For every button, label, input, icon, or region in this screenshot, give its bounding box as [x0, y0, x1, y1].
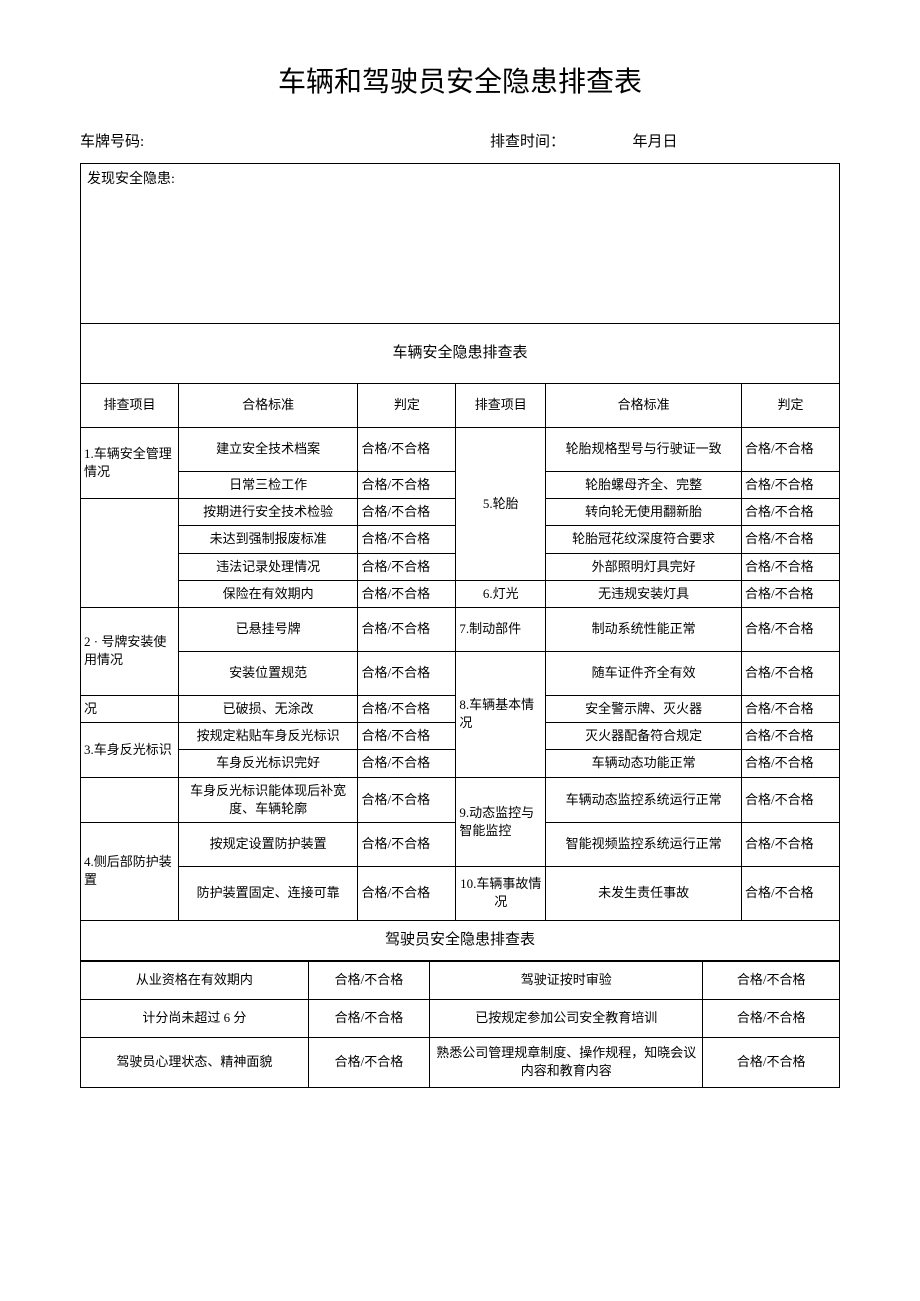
verdict-cell: 合格/不合格 [308, 1037, 429, 1087]
plate-label: 车牌号码: [80, 130, 430, 151]
verdict-cell: 合格/不合格 [358, 695, 456, 722]
inspection-time: 排查时间： 年月日 [430, 130, 840, 151]
verdict-cell: 合格/不合格 [742, 866, 840, 920]
standard-cell: 防护装置固定、连接可靠 [178, 866, 358, 920]
vehicle-section-header: 车辆安全隐患排查表 [81, 324, 840, 384]
verdict-cell: 合格/不合格 [358, 866, 456, 920]
verdict-cell: 合格/不合格 [742, 651, 840, 695]
verdict-cell: 合格/不合格 [742, 750, 840, 777]
driver-item: 计分尚未超过 6 分 [81, 999, 309, 1037]
verdict-cell: 合格/不合格 [742, 428, 840, 472]
verdict-cell: 合格/不合格 [308, 961, 429, 999]
page-title: 车辆和驾驶员安全隐患排查表 [80, 60, 840, 100]
standard-cell: 安全警示牌、灭火器 [546, 695, 742, 722]
verdict-cell: 合格/不合格 [358, 472, 456, 499]
verdict-cell: 合格/不合格 [358, 651, 456, 695]
verdict-cell: 合格/不合格 [358, 822, 456, 866]
main-table: 发现安全隐患: 车辆安全隐患排查表 排查项目 合格标准 判定 排查项目 合格标准… [80, 163, 840, 961]
verdict-cell: 合格/不合格 [742, 607, 840, 651]
standard-cell: 转向轮无使用翻新胎 [546, 499, 742, 526]
standard-cell: 智能视频监控系统运行正常 [546, 822, 742, 866]
col-header-item: 排查项目 [81, 384, 179, 428]
verdict-cell: 合格/不合格 [742, 695, 840, 722]
item-10-label: 10.车辆事故情况 [456, 866, 546, 920]
verdict-cell: 合格/不合格 [358, 580, 456, 607]
standard-cell: 建立安全技术档案 [178, 428, 358, 472]
verdict-cell: 合格/不合格 [703, 999, 840, 1037]
table-header-row: 排查项目 合格标准 判定 排查项目 合格标准 判定 [81, 384, 840, 428]
verdict-cell: 合格/不合格 [358, 428, 456, 472]
driver-item: 驾驶员心理状态、精神面貌 [81, 1037, 309, 1087]
item-6-label: 6.灯光 [456, 580, 546, 607]
standard-cell: 按规定粘贴车身反光标识 [178, 723, 358, 750]
verdict-cell: 合格/不合格 [742, 499, 840, 526]
standard-cell: 安装位置规范 [178, 651, 358, 695]
item-2-cont: 况 [81, 695, 179, 722]
standard-cell: 日常三检工作 [178, 472, 358, 499]
verdict-cell: 合格/不合格 [742, 472, 840, 499]
item-8-label: 8.车辆基本情况 [456, 651, 546, 777]
driver-table: 从业资格在有效期内 合格/不合格 驾驶证按时审验 合格/不合格 计分尚未超过 6… [80, 961, 840, 1088]
driver-section-header: 驾驶员安全隐患排查表 [81, 920, 840, 960]
standard-cell: 未发生责任事故 [546, 866, 742, 920]
standard-cell: 轮胎螺母齐全、完整 [546, 472, 742, 499]
verdict-cell: 合格/不合格 [358, 723, 456, 750]
verdict-cell: 合格/不合格 [358, 553, 456, 580]
standard-cell: 车辆动态功能正常 [546, 750, 742, 777]
driver-item: 已按规定参加公司安全教育培训 [430, 999, 703, 1037]
col-header-standard: 合格标准 [178, 384, 358, 428]
verdict-cell: 合格/不合格 [358, 777, 456, 822]
verdict-cell: 合格/不合格 [742, 723, 840, 750]
time-label: 排查时间： [490, 134, 565, 150]
verdict-cell: 合格/不合格 [358, 526, 456, 553]
standard-cell: 轮胎规格型号与行驶证一致 [546, 428, 742, 472]
standard-cell: 违法记录处理情况 [178, 553, 358, 580]
col-header-verdict: 判定 [358, 384, 456, 428]
standard-cell: 按期进行安全技术检验 [178, 499, 358, 526]
standard-cell: 车辆动态监控系统运行正常 [546, 777, 742, 822]
standard-cell: 车身反光标识完好 [178, 750, 358, 777]
verdict-cell: 合格/不合格 [308, 999, 429, 1037]
verdict-cell: 合格/不合格 [742, 580, 840, 607]
item-4-label: 4.侧后部防护装置 [81, 822, 179, 920]
standard-cell: 外部照明灯具完好 [546, 553, 742, 580]
col-header-verdict: 判定 [742, 384, 840, 428]
hazard-found-cell: 发现安全隐患: [81, 164, 840, 324]
verdict-cell: 合格/不合格 [742, 553, 840, 580]
item-3-label: 3.车身反光标识 [81, 723, 179, 777]
verdict-cell: 合格/不合格 [358, 607, 456, 651]
meta-row: 车牌号码: 排查时间： 年月日 [80, 130, 840, 151]
standard-cell: 轮胎冠花纹深度符合要求 [546, 526, 742, 553]
item-9-label: 9.动态监控与智能监控 [456, 777, 546, 866]
standard-cell: 灭火器配备符合规定 [546, 723, 742, 750]
driver-item: 熟悉公司管理规章制度、操作规程，知晓会议内容和教育内容 [430, 1037, 703, 1087]
col-header-standard: 合格标准 [546, 384, 742, 428]
driver-item: 驾驶证按时审验 [430, 961, 703, 999]
standard-cell: 保险在有效期内 [178, 580, 358, 607]
standard-cell: 车身反光标识能体现后补宽度、车辆轮廓 [178, 777, 358, 822]
verdict-cell: 合格/不合格 [703, 961, 840, 999]
standard-cell: 已悬挂号牌 [178, 607, 358, 651]
col-header-item: 排查项目 [456, 384, 546, 428]
item-1-label: 1.车辆安全管理情况 [81, 428, 179, 499]
standard-cell: 已破损、无涂改 [178, 695, 358, 722]
verdict-cell: 合格/不合格 [742, 526, 840, 553]
item-7-label: 7.制动部件 [456, 607, 546, 651]
item-5-label: 5.轮胎 [456, 428, 546, 581]
standard-cell: 未达到强制报废标准 [178, 526, 358, 553]
verdict-cell: 合格/不合格 [742, 822, 840, 866]
time-value: 年月日 [633, 134, 678, 150]
verdict-cell: 合格/不合格 [358, 750, 456, 777]
item-2-label: 2 · 号牌安装使用情况 [81, 607, 179, 695]
standard-cell: 按规定设置防护装置 [178, 822, 358, 866]
standard-cell: 随车证件齐全有效 [546, 651, 742, 695]
standard-cell: 无违规安装灯具 [546, 580, 742, 607]
verdict-cell: 合格/不合格 [703, 1037, 840, 1087]
verdict-cell: 合格/不合格 [742, 777, 840, 822]
verdict-cell: 合格/不合格 [358, 499, 456, 526]
driver-item: 从业资格在有效期内 [81, 961, 309, 999]
standard-cell: 制动系统性能正常 [546, 607, 742, 651]
